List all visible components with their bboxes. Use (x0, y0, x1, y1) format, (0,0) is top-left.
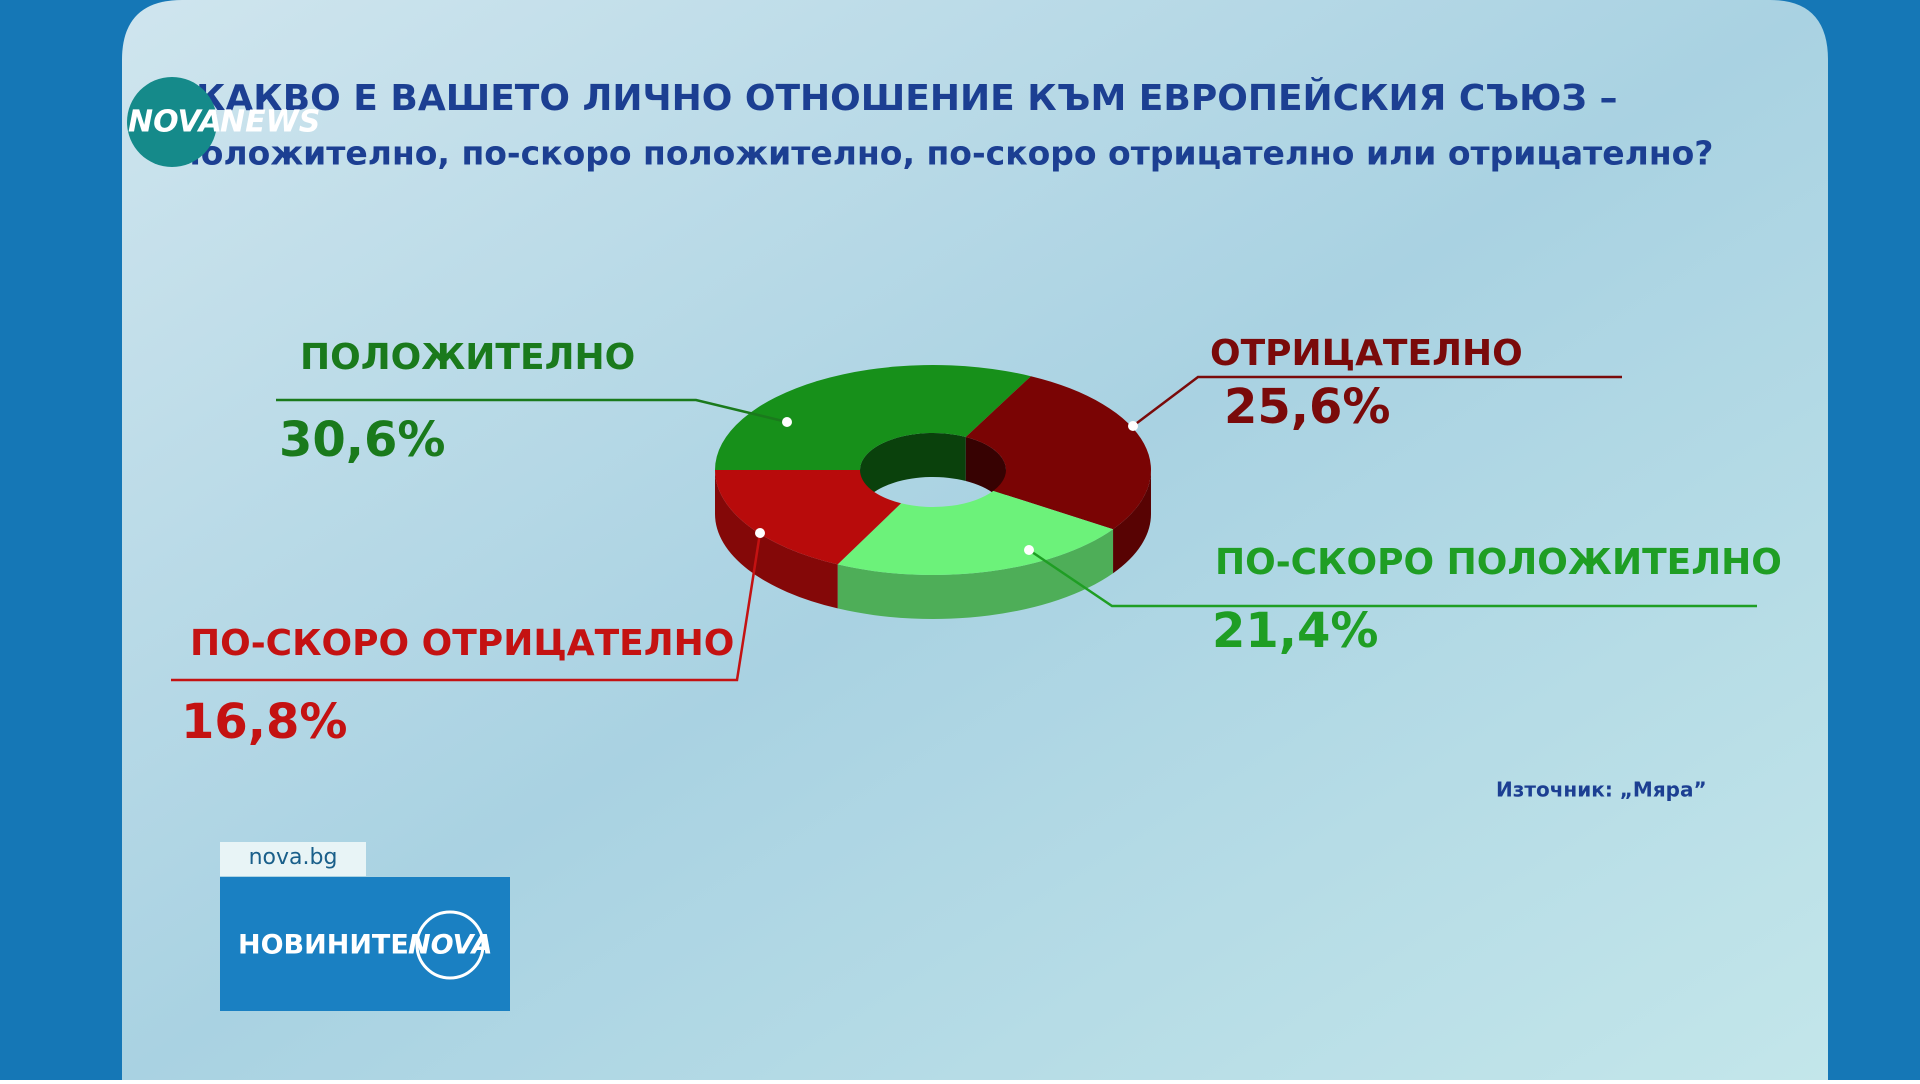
value-label: 25,6% (1224, 379, 1391, 435)
slice-wall (1113, 470, 1151, 574)
site-tab (220, 842, 366, 876)
value-label: 21,4% (1212, 603, 1379, 659)
logo-circle (127, 77, 217, 167)
site-text: nova.bg (249, 845, 338, 870)
category-label: ОТРИЦАТЕЛНО (1210, 333, 1523, 374)
leader-dot (755, 528, 765, 538)
logo-text: NOVA (128, 105, 222, 140)
slice-inner-wall (860, 433, 966, 514)
slice (715, 365, 1031, 470)
bottom-logo: nova.bg НОВИНИТЕ NOVA (220, 842, 510, 1011)
leader-dot (782, 417, 792, 427)
show-box (220, 877, 510, 1011)
leader-dot (1024, 545, 1034, 555)
chart-subtitle: положително, по-скоро положително, по-ск… (178, 134, 1713, 173)
slice (965, 376, 1151, 530)
chart-title: КАКВО Е ВАШЕТО ЛИЧНО ОТНОШЕНИЕ КЪМ ЕВРОП… (196, 77, 1618, 119)
category-label: ПО-СКОРО ОТРИЦАТЕЛНО (190, 623, 734, 664)
slice (715, 470, 902, 565)
slice-wall (837, 529, 1114, 620)
category-label: ПОЛОЖИТЕЛНО (300, 337, 635, 378)
value-label: 30,6% (279, 412, 446, 468)
show-text: НОВИНИТЕ (238, 930, 409, 961)
logo-text: NEWS (220, 105, 320, 140)
show-text: NOVA (408, 930, 493, 961)
show-ring (415, 910, 485, 980)
leader-dot (1128, 421, 1138, 431)
leader-line (276, 398, 788, 424)
top-logo: NOVA NEWS (127, 77, 320, 167)
leader-line (171, 532, 762, 682)
source: Източник: „Мяра” (1496, 778, 1707, 802)
leader-line (1028, 548, 1757, 608)
leader-line (1132, 375, 1622, 427)
value-label: 16,8% (181, 694, 348, 750)
category-label: ПО-СКОРО ПОЛОЖИТЕЛНО (1215, 542, 1782, 583)
slice-wall (715, 470, 838, 609)
slice (837, 490, 1114, 576)
